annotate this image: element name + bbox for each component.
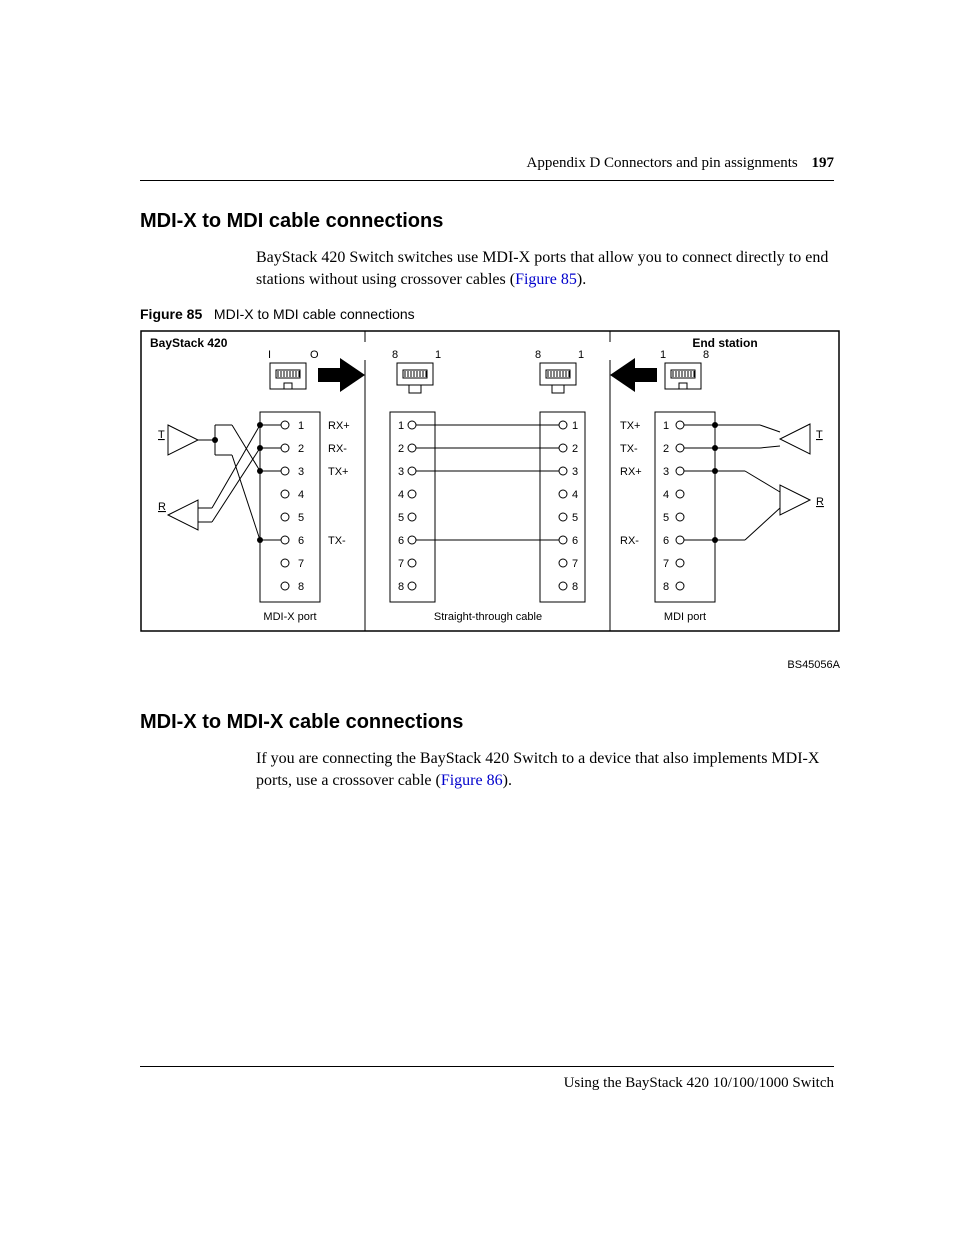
svg-text:3: 3 [298, 466, 304, 478]
header-rule [140, 180, 834, 181]
svg-text:O: O [310, 349, 319, 361]
svg-text:8: 8 [392, 349, 398, 361]
diagram-left-title: BayStack 420 [150, 336, 228, 350]
figure-85-xref[interactable]: Figure 85 [515, 271, 577, 288]
footer-text: Using the BayStack 420 10/100/1000 Switc… [564, 1075, 834, 1092]
svg-text:RX+: RX+ [328, 420, 350, 432]
svg-text:5: 5 [398, 512, 404, 524]
figure-caption: Figure 85 MDI-X to MDI cable connections [140, 306, 834, 322]
svg-text:2: 2 [298, 443, 304, 455]
figure-id: BS45056A [140, 659, 840, 671]
cable-label: Straight-through cable [434, 611, 542, 623]
svg-text:1: 1 [298, 420, 304, 432]
svg-text:7: 7 [398, 558, 404, 570]
svg-text:5: 5 [572, 512, 578, 524]
svg-text:TX-: TX- [328, 535, 346, 547]
section2-body: If you are connecting the BayStack 420 S… [256, 748, 834, 791]
svg-text:1: 1 [660, 349, 666, 361]
page: Appendix D Connectors and pin assignment… [0, 0, 954, 1235]
svg-text:8: 8 [535, 349, 541, 361]
svg-text:6: 6 [663, 535, 669, 547]
svg-text:3: 3 [572, 466, 578, 478]
appendix-title: Appendix D Connectors and pin assignment… [527, 155, 798, 171]
svg-text:R: R [158, 501, 166, 513]
svg-text:1: 1 [435, 349, 441, 361]
svg-text:6: 6 [298, 535, 304, 547]
section-heading-2: MDI-X to MDI-X cable connections [140, 711, 834, 734]
svg-text:2: 2 [398, 443, 404, 455]
svg-text:4: 4 [398, 489, 404, 501]
figure-85-diagram: BayStack 420 End station I O [140, 330, 834, 671]
svg-text:8: 8 [572, 581, 578, 593]
svg-text:1: 1 [572, 420, 578, 432]
svg-text:3: 3 [663, 466, 669, 478]
svg-text:T: T [158, 429, 165, 441]
svg-text:6: 6 [398, 535, 404, 547]
svg-text:RX-: RX- [328, 443, 347, 455]
footer-rule [140, 1066, 834, 1067]
svg-text:TX+: TX+ [328, 466, 348, 478]
svg-text:7: 7 [663, 558, 669, 570]
svg-text:RX-: RX- [620, 535, 639, 547]
svg-text:7: 7 [572, 558, 578, 570]
svg-text:8: 8 [298, 581, 304, 593]
svg-text:T: T [816, 429, 823, 441]
figure-86-xref[interactable]: Figure 86 [441, 772, 503, 789]
svg-text:4: 4 [663, 489, 669, 501]
svg-text:2: 2 [572, 443, 578, 455]
svg-text:5: 5 [298, 512, 304, 524]
svg-text:R: R [816, 496, 824, 508]
svg-text:I: I [268, 349, 271, 361]
section1-body: BayStack 420 Switch switches use MDI-X p… [256, 247, 834, 290]
svg-text:8: 8 [663, 581, 669, 593]
mdi-x-port-label: MDI-X port [263, 611, 316, 623]
svg-text:TX-: TX- [620, 443, 638, 455]
svg-text:1: 1 [398, 420, 404, 432]
svg-text:3: 3 [398, 466, 404, 478]
svg-text:8: 8 [703, 349, 709, 361]
svg-text:7: 7 [298, 558, 304, 570]
svg-text:1: 1 [663, 420, 669, 432]
diagram-right-title: End station [692, 336, 757, 350]
svg-text:5: 5 [663, 512, 669, 524]
svg-text:4: 4 [572, 489, 578, 501]
svg-text:1: 1 [578, 349, 584, 361]
mdi-port-label: MDI port [664, 611, 706, 623]
svg-text:TX+: TX+ [620, 420, 640, 432]
svg-text:4: 4 [298, 489, 304, 501]
svg-text:8: 8 [398, 581, 404, 593]
page-number: 197 [812, 155, 835, 171]
section-heading-1: MDI-X to MDI cable connections [140, 210, 834, 233]
svg-text:6: 6 [572, 535, 578, 547]
svg-text:2: 2 [663, 443, 669, 455]
running-header: Appendix D Connectors and pin assignment… [527, 155, 834, 172]
svg-text:RX+: RX+ [620, 466, 642, 478]
